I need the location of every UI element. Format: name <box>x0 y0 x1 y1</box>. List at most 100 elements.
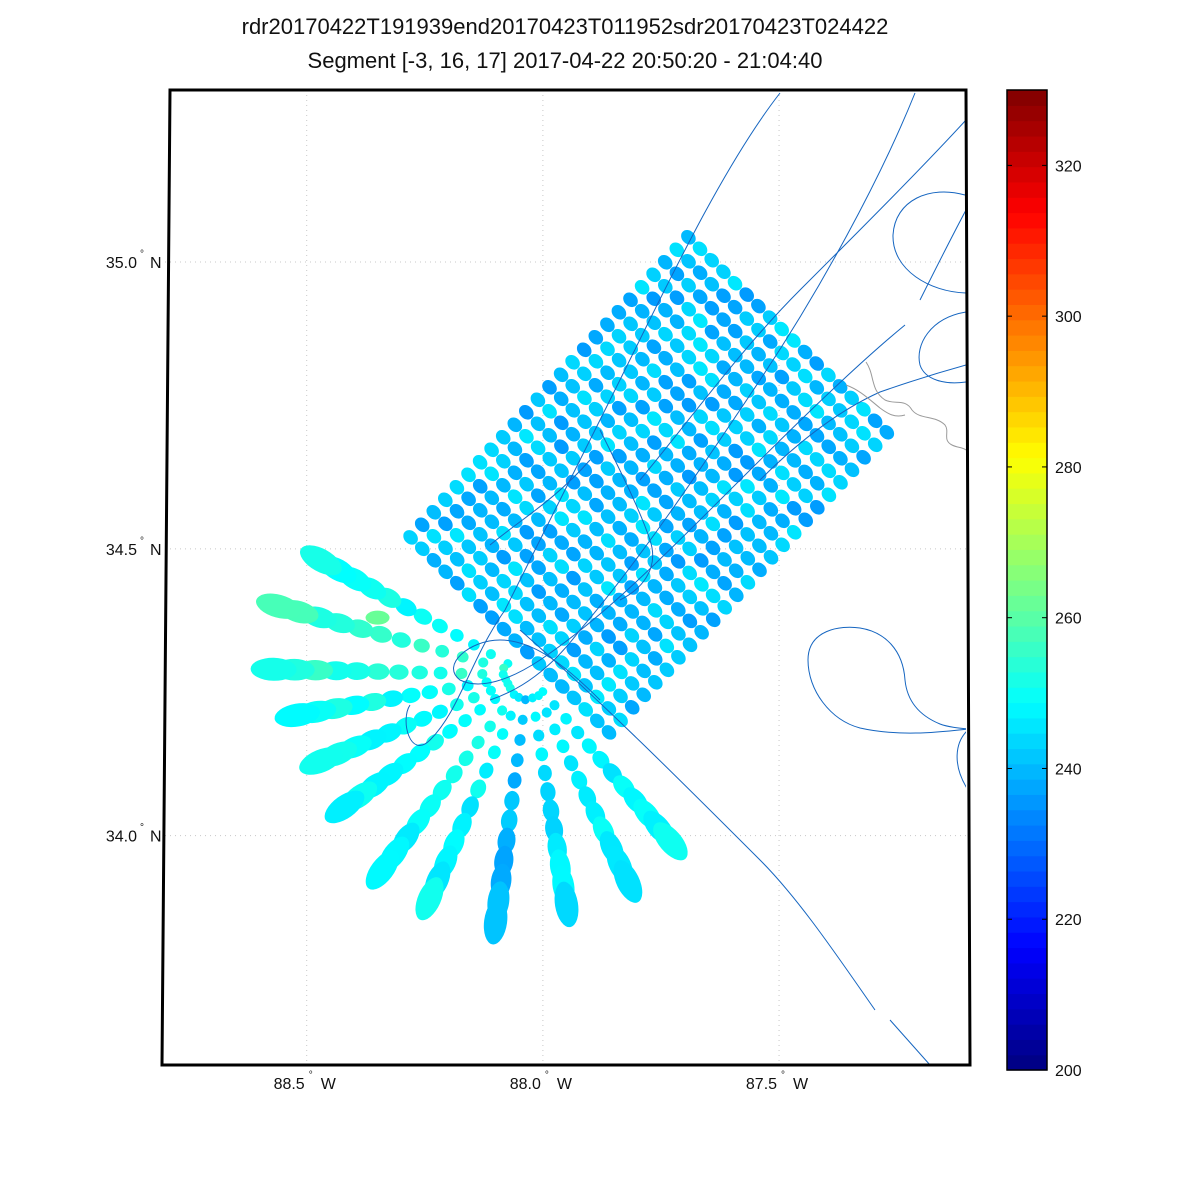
swath-marker <box>728 443 744 459</box>
swath-marker <box>659 662 675 678</box>
swath-marker <box>693 385 708 400</box>
swath-marker <box>612 496 628 512</box>
swath-marker <box>752 538 767 554</box>
swath-marker <box>636 663 651 679</box>
swath-marker <box>659 638 675 654</box>
swath-marker <box>577 558 593 573</box>
fan-marker <box>461 679 474 692</box>
swath-marker <box>472 479 488 494</box>
swath-marker <box>635 399 650 415</box>
swath-marker <box>426 505 442 520</box>
colorbar-band <box>1007 472 1047 489</box>
swath-marker <box>682 493 697 509</box>
swath-marker <box>507 465 523 481</box>
swath-marker <box>565 522 581 538</box>
swath-marker <box>716 264 731 279</box>
swath-marker <box>403 530 418 545</box>
fan-marker <box>592 750 610 769</box>
fan-marker <box>500 809 518 833</box>
coastline <box>865 361 966 451</box>
swath-marker <box>786 405 802 420</box>
fan-marker <box>256 593 301 619</box>
swath-marker <box>496 549 512 565</box>
fan-marker <box>613 860 643 903</box>
swath-marker <box>484 586 500 601</box>
colorbar-band <box>1007 625 1047 642</box>
swath-marker <box>682 589 698 605</box>
swath-marker <box>565 498 581 514</box>
swath-marker <box>798 416 813 432</box>
swath-marker <box>542 547 558 563</box>
swath-marker <box>600 461 616 476</box>
swath-marker <box>611 305 627 320</box>
colorbar-band <box>1007 564 1047 581</box>
swath-marker <box>589 545 605 561</box>
swath-marker <box>565 450 581 466</box>
swath-marker <box>635 591 651 607</box>
colorbar-band <box>1007 993 1047 1010</box>
swath-marker <box>612 544 628 560</box>
x-tick-degree: ° <box>781 1070 785 1081</box>
swath-marker <box>508 633 524 648</box>
fan-marker <box>521 695 530 705</box>
swath-marker <box>588 425 604 441</box>
colorbar-tick-label: 240 <box>1055 761 1082 778</box>
chart-subtitle: Segment [-3, 16, 17] 2017-04-22 20:50:20… <box>307 48 823 73</box>
swath-marker <box>705 612 721 628</box>
colorbar-band <box>1007 166 1047 183</box>
swath-marker <box>530 440 546 456</box>
colorbar-band <box>1007 962 1047 979</box>
swath-marker <box>495 430 511 445</box>
swath-marker <box>554 679 570 694</box>
colorbar-band <box>1007 947 1047 964</box>
swath-marker <box>543 595 558 611</box>
swath-marker <box>681 445 697 461</box>
swath-marker <box>659 614 675 630</box>
swath-marker <box>577 606 593 621</box>
swath-marker <box>531 608 547 623</box>
fan-marker <box>505 710 516 721</box>
swath-marker <box>612 520 628 536</box>
swath-marker <box>704 252 720 268</box>
swath-marker <box>426 553 442 568</box>
swath-marker <box>635 375 650 391</box>
swath-marker <box>414 541 430 557</box>
swath-marker <box>449 480 465 495</box>
fan-marker <box>441 682 456 696</box>
swath-marker <box>624 604 640 619</box>
colorbar-band <box>1007 457 1047 474</box>
swath-marker <box>589 713 605 729</box>
swath-marker <box>717 600 733 615</box>
fan-marker <box>478 657 489 668</box>
swath-marker <box>577 510 593 525</box>
swath-marker <box>438 540 453 556</box>
swath-marker <box>484 466 500 482</box>
fan-marker <box>450 698 464 712</box>
swath-marker <box>635 471 651 487</box>
swath-marker <box>613 712 628 728</box>
colorbar-band <box>1007 534 1047 550</box>
swath-marker <box>879 425 895 440</box>
swath-marker <box>577 486 593 501</box>
swath-marker <box>530 416 546 432</box>
swath-marker <box>542 428 558 443</box>
fan-marker <box>369 625 393 643</box>
swath-marker <box>646 363 662 378</box>
colorbar-tick-label: 260 <box>1055 611 1082 628</box>
fan-marker <box>425 733 444 751</box>
swath-marker <box>692 313 708 328</box>
swath-marker <box>670 410 685 425</box>
swath-marker <box>786 381 801 396</box>
fan-marker <box>456 651 469 663</box>
swath-marker <box>588 330 604 345</box>
swath-marker <box>496 478 511 493</box>
flight-track-line <box>405 92 781 746</box>
swath-marker <box>670 506 686 521</box>
swath-marker <box>624 628 640 643</box>
swath-marker <box>751 370 767 386</box>
swath-marker <box>658 302 673 318</box>
swath-marker <box>530 464 546 479</box>
swath-marker <box>554 559 570 574</box>
swath-marker <box>647 651 663 666</box>
swath-marker <box>484 562 500 577</box>
